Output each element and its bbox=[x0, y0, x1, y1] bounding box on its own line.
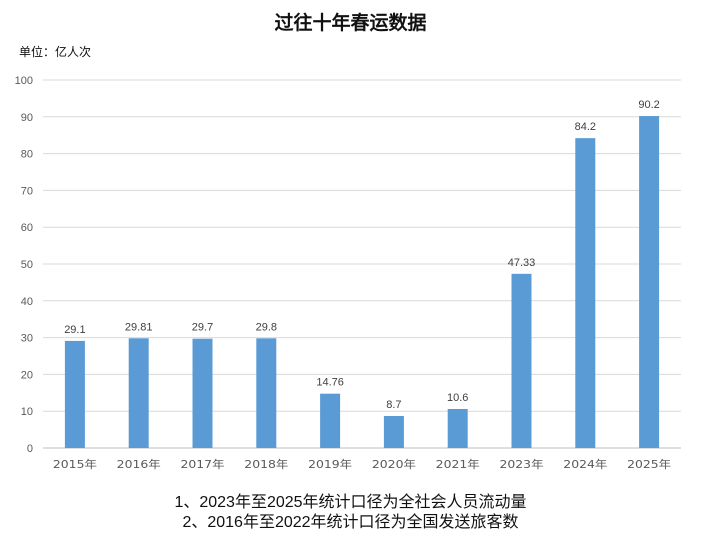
data-label: 29.1 bbox=[64, 324, 85, 336]
y-tick-label: 100 bbox=[15, 75, 33, 87]
y-tick-label: 80 bbox=[21, 149, 33, 161]
chart-title: 过往十年春运数据 bbox=[274, 12, 427, 34]
y-tick-label: 0 bbox=[27, 443, 33, 455]
y-tick-label: 10 bbox=[21, 406, 33, 418]
y-tick-label: 90 bbox=[21, 112, 33, 124]
bar-chart: 0 10 20 30 40 50 60 70 80 90 100 29.1 2015年 29.81 2016… bbox=[15, 75, 681, 471]
y-tick-label: 70 bbox=[21, 185, 33, 197]
y-tick-label: 20 bbox=[21, 369, 33, 381]
bar bbox=[639, 116, 660, 449]
y-tick-label: 30 bbox=[21, 333, 33, 345]
x-tick-label: 2025年 bbox=[627, 457, 671, 471]
x-tick-label: 2023年 bbox=[500, 457, 544, 471]
data-label: 29.7 bbox=[192, 322, 213, 334]
x-tick-label: 2020年 bbox=[372, 457, 416, 471]
footnote-2: 2、2016年至2022年统计口径为全国发送旅客数 bbox=[182, 514, 519, 531]
data-label: 29.8 bbox=[256, 321, 277, 333]
y-tick-label: 40 bbox=[21, 296, 33, 308]
x-tick-label: 2015年 bbox=[53, 457, 97, 471]
x-tick-label: 2019年 bbox=[308, 457, 352, 471]
bar bbox=[575, 138, 596, 449]
y-tick-label: 60 bbox=[21, 222, 33, 234]
bar bbox=[447, 408, 468, 448]
bar bbox=[511, 273, 532, 448]
bar bbox=[383, 415, 404, 448]
data-label: 10.6 bbox=[447, 392, 468, 404]
x-tick-label: 2016年 bbox=[117, 457, 161, 471]
x-tick-label: 2017年 bbox=[181, 457, 225, 471]
footnote-1: 1、2023年至2025年统计口径为全社会人员流动量 bbox=[174, 494, 527, 511]
x-tick-label: 2024年 bbox=[563, 457, 607, 471]
y-tick-label: 50 bbox=[21, 259, 33, 271]
bar bbox=[128, 338, 149, 448]
bar bbox=[192, 338, 213, 448]
x-tick-label: 2021年 bbox=[436, 457, 480, 471]
data-label: 14.76 bbox=[316, 377, 344, 389]
data-label: 90.2 bbox=[638, 99, 659, 111]
unit-label: 单位：亿人次 bbox=[19, 45, 92, 59]
bar bbox=[256, 338, 277, 448]
data-label: 47.33 bbox=[508, 257, 536, 269]
bar bbox=[64, 340, 85, 448]
data-label: 84.2 bbox=[575, 121, 596, 133]
data-label: 8.7 bbox=[386, 399, 401, 411]
bar bbox=[320, 393, 341, 448]
data-label: 29.81 bbox=[125, 321, 153, 333]
x-tick-label: 2018年 bbox=[244, 457, 288, 471]
